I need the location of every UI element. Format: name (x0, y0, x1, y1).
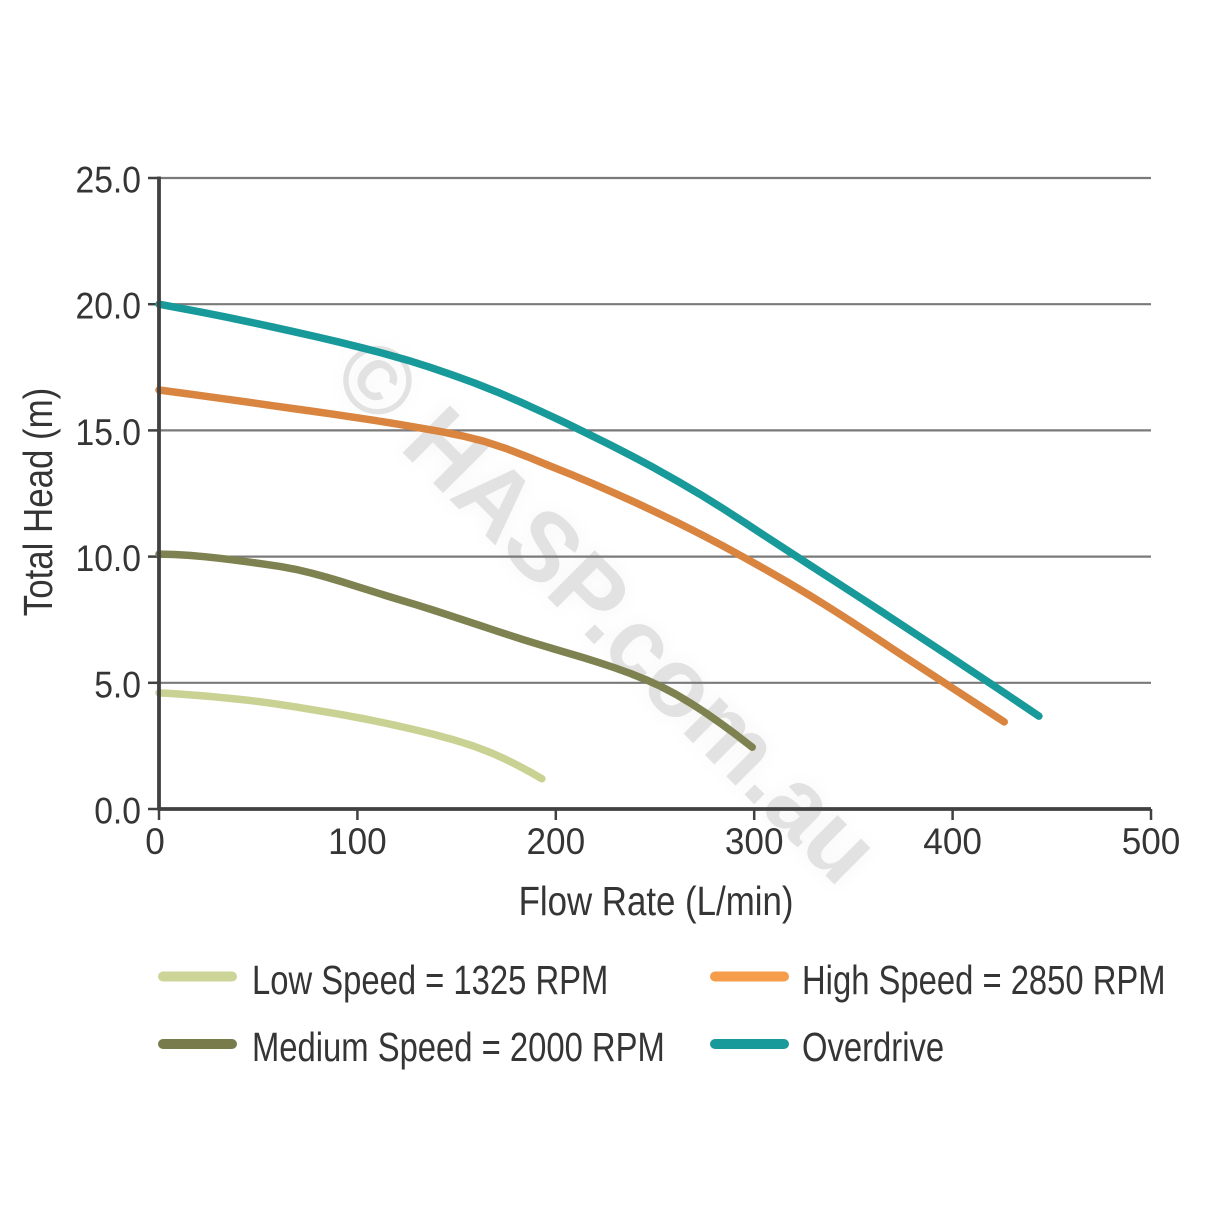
svg-text:15.0: 15.0 (75, 412, 141, 453)
svg-text:Total Head (m): Total Head (m) (16, 388, 61, 616)
svg-text:Overdrive: Overdrive (802, 1023, 944, 1069)
svg-text:10.0: 10.0 (75, 539, 141, 580)
svg-text:5.0: 5.0 (94, 665, 141, 706)
svg-text:Low Speed = 1325 RPM: Low Speed = 1325 RPM (252, 956, 608, 1002)
svg-text:0: 0 (145, 820, 165, 862)
svg-text:25.0: 25.0 (75, 160, 141, 201)
svg-text:0.0: 0.0 (94, 791, 141, 832)
svg-text:400: 400 (923, 820, 982, 862)
svg-text:High Speed = 2850 RPM: High Speed = 2850 RPM (802, 956, 1166, 1002)
svg-text:300: 300 (725, 820, 784, 862)
svg-text:Flow Rate (L/min): Flow Rate (L/min) (519, 879, 794, 924)
svg-text:100: 100 (328, 820, 387, 862)
svg-text:Medium Speed = 2000 RPM: Medium Speed = 2000 RPM (252, 1023, 665, 1069)
svg-text:500: 500 (1122, 820, 1181, 862)
svg-text:200: 200 (526, 820, 585, 862)
svg-text:20.0: 20.0 (75, 286, 141, 327)
